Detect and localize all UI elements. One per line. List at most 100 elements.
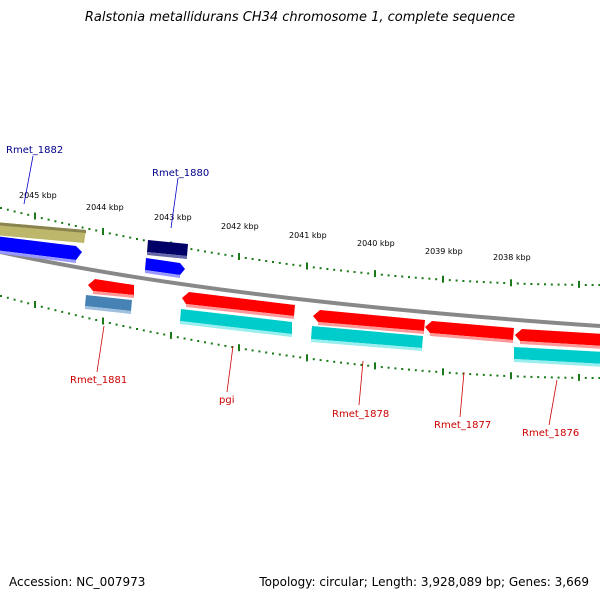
major-tick — [442, 368, 444, 376]
minor-tick — [448, 371, 451, 374]
gene-rmet-1882-feature[interactable] — [0, 222, 86, 243]
minor-tick — [482, 281, 485, 284]
minor-tick — [550, 283, 553, 286]
major-tick — [374, 270, 376, 278]
minor-tick — [129, 236, 132, 239]
minor-tick — [326, 359, 329, 362]
minor-tick — [292, 355, 295, 358]
major-tick — [374, 362, 376, 370]
minor-tick — [476, 373, 478, 376]
minor-tick — [251, 349, 254, 352]
minor-tick — [462, 280, 465, 282]
minor-tick — [6, 208, 9, 211]
minor-tick — [408, 368, 410, 371]
gene-label-pgi[interactable]: pgi — [219, 395, 234, 406]
minor-tick — [428, 277, 431, 280]
gene-label-rmet-1878[interactable]: Rmet_1878 — [332, 409, 389, 420]
leader-line-rmet-1877 — [459, 371, 465, 418]
gene-label-rmet-1880[interactable]: Rmet_1880 — [152, 168, 209, 179]
minor-tick — [380, 366, 383, 369]
minor-tick — [557, 376, 560, 379]
minor-tick — [489, 281, 492, 284]
major-tick — [306, 262, 308, 270]
minor-tick — [210, 251, 213, 254]
minor-tick — [496, 374, 499, 377]
minor-tick — [435, 278, 438, 281]
minor-tick — [537, 283, 540, 286]
minor-tick — [408, 276, 410, 279]
gene-rmet-1878-feature[interactable] — [311, 326, 423, 351]
major-tick — [510, 279, 512, 287]
gene-pgi-feature[interactable] — [180, 309, 292, 337]
leader-line-rmet-1881 — [96, 325, 105, 373]
scale-label-2038: 2038 kbp — [493, 253, 531, 262]
gene-rmet-1881-feature[interactable] — [85, 295, 132, 314]
minor-tick — [88, 317, 91, 320]
scale-label-2039: 2039 kbp — [425, 247, 463, 256]
gene-rmet-1883-feature[interactable] — [0, 236, 82, 263]
gene-rmet-1878-red-feature[interactable] — [313, 310, 425, 334]
minor-tick — [319, 267, 322, 270]
minor-tick — [0, 207, 2, 209]
gene-rmet-1876-feature[interactable] — [514, 347, 600, 367]
scale-label-2041: 2041 kbp — [289, 231, 327, 240]
minor-tick — [469, 373, 472, 376]
minor-tick — [312, 358, 315, 361]
minor-tick — [503, 374, 506, 377]
minor-tick — [61, 221, 64, 224]
minor-tick — [204, 250, 206, 253]
minor-tick — [176, 336, 179, 339]
minor-tick — [544, 376, 546, 379]
scale-label-2042: 2042 kbp — [221, 222, 259, 231]
minor-tick — [122, 235, 125, 238]
minor-tick — [394, 275, 397, 277]
gene-label-rmet-1881[interactable]: Rmet_1881 — [70, 375, 127, 386]
minor-tick — [353, 363, 356, 366]
leader-line-rmet-1876 — [548, 379, 558, 426]
gene-rmet-1881-red-feature[interactable] — [88, 279, 134, 298]
gene-label-rmet-1877[interactable]: Rmet_1877 — [434, 420, 491, 431]
minor-tick — [387, 274, 390, 277]
minor-tick — [516, 375, 519, 378]
inner-tick-ring — [0, 295, 600, 381]
minor-tick — [367, 272, 370, 275]
topology-summary-text: Topology: circular; Length: 3,928,089 bp… — [259, 575, 589, 589]
gene-rmet-1877-feature[interactable] — [425, 321, 514, 343]
minor-tick — [346, 270, 349, 273]
minor-tick — [557, 283, 560, 286]
minor-tick — [47, 218, 50, 221]
minor-tick — [394, 367, 397, 370]
gene-rmet-1876-red-feature[interactable] — [515, 329, 600, 349]
minor-tick — [149, 330, 152, 333]
minor-tick — [312, 266, 315, 269]
minor-tick — [367, 364, 370, 367]
gene-label-rmet-1882[interactable]: Rmet_1882 — [6, 145, 63, 156]
minor-tick — [40, 305, 43, 308]
minor-tick — [68, 223, 70, 226]
minor-tick — [27, 213, 30, 216]
minor-tick — [421, 369, 424, 372]
minor-tick — [224, 253, 227, 256]
minor-tick — [190, 248, 193, 251]
minor-tick — [571, 283, 574, 286]
gene-rmet-1880-feature[interactable] — [147, 240, 188, 259]
major-tick — [34, 212, 36, 220]
gene-label-rmet-1876[interactable]: Rmet_1876 — [522, 428, 579, 439]
minor-tick — [299, 264, 302, 267]
minor-tick — [292, 263, 295, 266]
minor-tick — [265, 351, 268, 354]
minor-tick — [414, 276, 417, 279]
major-tick — [510, 372, 512, 380]
minor-tick — [224, 344, 227, 347]
major-tick — [170, 331, 172, 339]
minor-tick — [496, 281, 499, 284]
minor-tick — [537, 376, 540, 379]
minor-tick — [299, 356, 302, 359]
gene-rmet-1879-feature[interactable] — [145, 258, 185, 278]
minor-tick — [598, 377, 600, 379]
minor-tick — [54, 309, 57, 312]
minor-tick — [319, 359, 322, 362]
gene-pgi-red-feature[interactable] — [182, 292, 295, 319]
minor-tick — [183, 337, 186, 340]
minor-tick — [74, 225, 77, 227]
